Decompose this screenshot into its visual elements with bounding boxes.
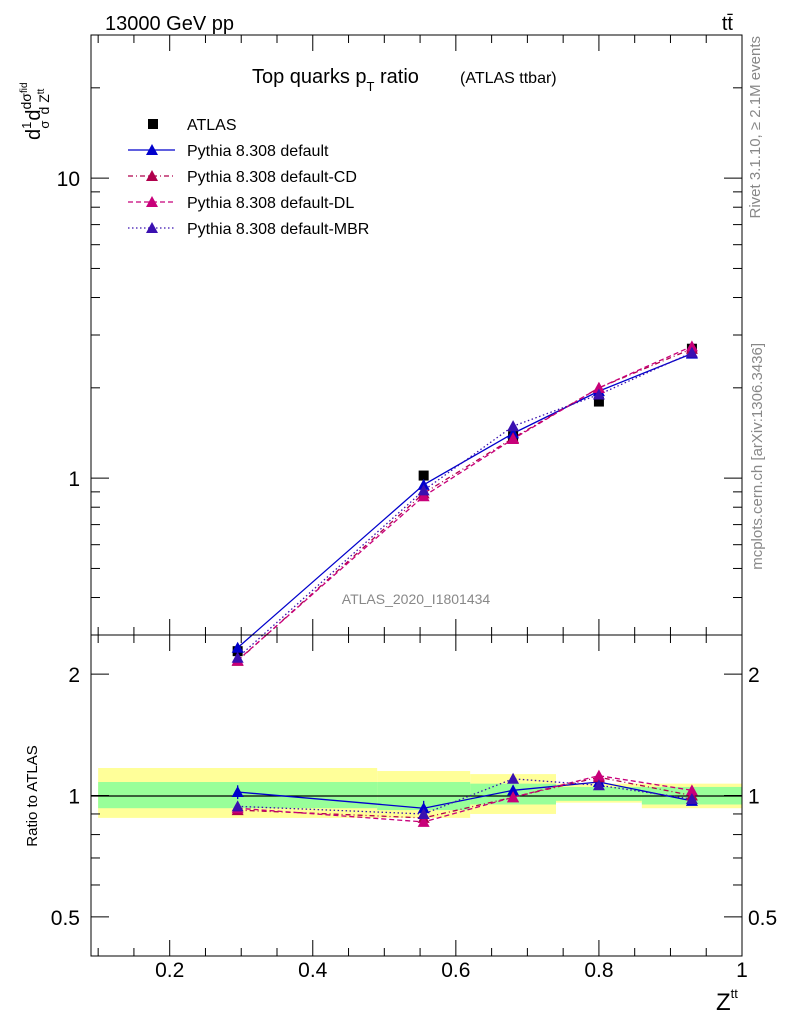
series-line [237, 345, 693, 661]
data-point [418, 470, 429, 481]
x-tick-label: 0.4 [298, 959, 328, 982]
analysis-label: ATLAS_2020_I1801434 [342, 591, 491, 607]
ratio-series-marker [592, 769, 605, 781]
ratio-series-layer [231, 769, 698, 827]
ratio-y-tick-label: 1 [68, 786, 80, 809]
legend-label: Pythia 8.308 default-CD [187, 169, 357, 186]
x-tick-label: 0.8 [584, 959, 613, 982]
ratio-frame [90, 634, 743, 957]
ratio-y-axis-label: Ratio to ATLAS [24, 745, 41, 846]
series-marker [417, 490, 430, 502]
ratio-y-tick-label: 0.5 [51, 907, 80, 930]
main-panel: 1 10 Top quarks pT ratio (ATLAS ttbar) AT… [18, 34, 743, 666]
series-marker [685, 340, 698, 352]
legend-marker [146, 144, 158, 155]
legend-marker [146, 196, 158, 207]
x-tick-label: 0.2 [155, 959, 184, 982]
ratio-series-line [237, 774, 693, 823]
series-line [237, 348, 693, 662]
ratio-series-marker [507, 784, 520, 796]
x-tick-label: 1 [736, 959, 748, 982]
main-y-tick-label: 10 [57, 168, 80, 191]
main-title: Top quarks pT ratio [252, 66, 419, 94]
series-marker [417, 484, 430, 496]
process-label: tt̄ [722, 13, 734, 35]
ratio-series-marker [685, 784, 698, 796]
ratio-series-line [237, 778, 693, 815]
series-line [237, 352, 693, 659]
main-ticks-layer: 1 10 [57, 34, 743, 636]
ratio-y-tick-label-right: 1 [748, 786, 760, 809]
ratio-y-tick-label-right: 0.5 [748, 907, 777, 930]
ratio-series-marker [231, 800, 244, 812]
legend-label: Pythia 8.308 default-DL [187, 195, 354, 212]
legend: ATLAS Pythia 8.308 default Pythia 8.308 de… [128, 117, 369, 238]
data-point [593, 396, 604, 407]
main-y-axis-label: d1 σddσfidd Ztt [18, 82, 52, 140]
series-marker [592, 388, 605, 400]
ratio-series-marker [507, 772, 520, 784]
main-series-layer [231, 340, 698, 666]
series-marker [507, 433, 520, 445]
series-marker [417, 478, 430, 490]
series-marker [231, 641, 244, 653]
ratio-ticks-layer: 0.5 0.5 1 1 2 2 0.2 0.4 0.6 0.8 1 [51, 635, 777, 982]
mcplots-label: mcplots.cern.ch [arXiv:1306.3436] [749, 343, 766, 570]
legend-marker [146, 170, 158, 181]
ratio-series-marker [685, 793, 698, 805]
ratio-panel: 0.5 0.5 1 1 2 2 0.2 0.4 0.6 0.8 1 Ratio to ATLAS Z… [24, 634, 777, 1016]
x-axis-label: Ztt [716, 986, 738, 1016]
series-marker [231, 651, 244, 663]
ratio-series-marker [417, 802, 430, 814]
rivet-label: Rivet 3.1.10, ≥ 2.1M events [747, 36, 764, 219]
ratio-y-tick-label-right: 2 [748, 664, 760, 687]
ratio-y-tick-label: 2 [68, 664, 80, 687]
legend-marker [146, 222, 158, 233]
legend-marker [148, 119, 158, 129]
series-marker [685, 346, 698, 358]
x-tick-label: 0.6 [441, 959, 470, 982]
series-marker [507, 420, 520, 432]
ratio-band-inner [556, 786, 642, 801]
ratio-series-marker [417, 807, 430, 819]
main-title-note: (ATLAS ttbar) [460, 70, 557, 87]
series-marker [592, 381, 605, 393]
energy-label: 13000 GeV pp [105, 13, 234, 35]
legend-label: ATLAS [187, 117, 237, 134]
legend-label: Pythia 8.308 default [187, 143, 329, 160]
legend-label: Pythia 8.308 default-MBR [187, 221, 369, 238]
ratio-series-marker [592, 779, 605, 791]
ratio-series-marker [507, 791, 520, 803]
main-y-tick-label: 1 [68, 468, 80, 491]
ratio-series-marker [231, 786, 244, 798]
ratio-series-marker [417, 815, 430, 827]
